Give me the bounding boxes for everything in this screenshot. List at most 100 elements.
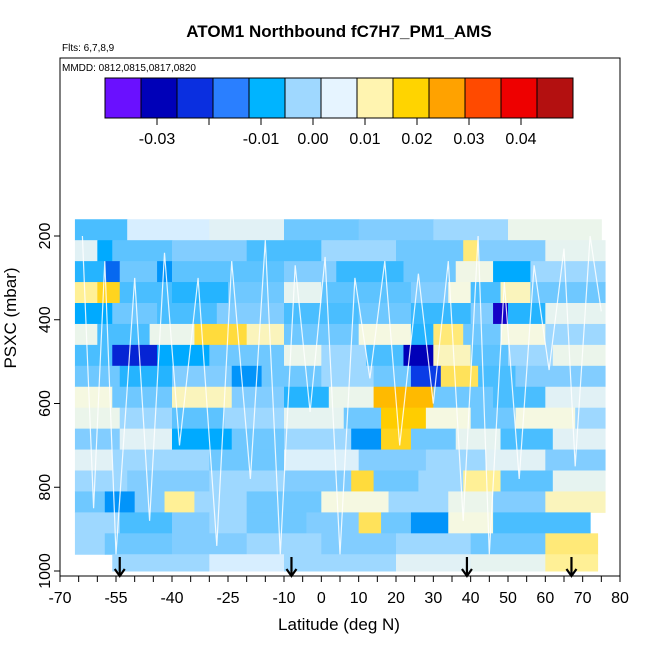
y-tick-label: 1000 (37, 553, 54, 589)
heatmap-cell (545, 323, 606, 346)
colorbar-segment (141, 78, 178, 118)
heatmap-cell (321, 533, 397, 555)
heatmap-cell (433, 386, 494, 409)
heatmap-cell (172, 240, 248, 262)
heatmap-cell (284, 470, 352, 492)
heatmap-cell (74, 344, 113, 367)
heatmap-cell (74, 428, 121, 451)
dates-annotation: MMDD: 0812,0815,0817,0820 (62, 63, 196, 74)
heatmap-cell (493, 261, 531, 283)
heatmap-cell (74, 533, 106, 555)
heatmap-cell (478, 365, 516, 388)
heatmap-cell (112, 449, 210, 471)
heatmap-cell (119, 261, 158, 283)
heatmap-cell (209, 344, 285, 367)
heatmap-cell (530, 282, 606, 304)
heatmap-cell (321, 282, 412, 304)
heatmap-cell (478, 240, 546, 262)
heatmap-cell (515, 407, 576, 430)
heatmap-cell (373, 470, 419, 492)
x-tick-label: -70 (48, 590, 71, 607)
heatmap-cell (381, 512, 412, 534)
heatmap-cell (500, 470, 554, 492)
heatmap-cell (321, 491, 390, 513)
heatmap-cell (470, 533, 546, 555)
heatmap-cell (231, 386, 285, 409)
heatmap-cell (470, 344, 509, 367)
heatmap-cell (284, 449, 360, 471)
heatmap-cell (284, 407, 345, 430)
heatmap-cell (119, 428, 173, 451)
colorbar-segment (357, 78, 394, 118)
heatmap-cell (172, 365, 233, 388)
y-tick-label: 200 (37, 223, 54, 250)
heatmap-cell (493, 386, 546, 409)
x-tick-label: 0 (317, 590, 326, 607)
heatmap-cell (209, 554, 285, 572)
colorbar-segment (177, 78, 214, 118)
heatmap-cell (470, 407, 516, 430)
x-tick-label: 50 (499, 590, 517, 607)
heatmap-cell (306, 512, 360, 534)
flights-annotation: Flts: 6,7,8,9 (62, 43, 115, 54)
heatmap-cell (74, 365, 121, 388)
heatmap-cell (396, 240, 464, 262)
heatmap-cell (119, 282, 173, 304)
colorbar-tick-label: 0.04 (505, 131, 536, 148)
heatmap-cell (455, 261, 494, 283)
colorbar-segment (249, 78, 286, 118)
arrow-head (565, 568, 578, 578)
heatmap-cell (119, 365, 173, 388)
x-axis: -70 -55 -40 -25 -10 0 10 20 30 40 50 60 70 80 (48, 576, 629, 607)
heatmap-cell (373, 386, 434, 409)
x-tick-label: 80 (611, 590, 629, 607)
heatmap-cell (493, 303, 509, 325)
heatmap-cell (485, 449, 546, 471)
heatmap-cell (228, 282, 285, 304)
arrow-head (113, 568, 126, 578)
colorbar-tick-label: -0.01 (243, 131, 280, 148)
heatmap-cell (149, 323, 195, 346)
heatmap-cell (425, 407, 472, 430)
heatmap-cell (358, 449, 427, 471)
heatmap-cell (373, 365, 412, 388)
x-tick-label: 40 (462, 590, 480, 607)
colorbar-segment (465, 78, 502, 118)
heatmap-cell (97, 323, 151, 346)
heatmap-cell (358, 512, 382, 534)
heatmap-cell (74, 512, 121, 534)
arrow-head (285, 568, 298, 578)
heatmap-cell (231, 365, 263, 388)
x-tick-label: -55 (104, 590, 127, 607)
x-tick-label: -40 (160, 590, 183, 607)
heatmap-cell (172, 282, 229, 304)
heatmap-cell (575, 407, 606, 430)
heatmap-cell (119, 407, 173, 430)
arrow-markers (113, 557, 578, 578)
heatmap-cell (433, 219, 509, 241)
heatmap-cell (396, 554, 472, 572)
heatmap-cell (74, 470, 128, 492)
heatmap-cell (336, 261, 404, 283)
heatmap-cell (74, 386, 113, 409)
heatmap (74, 219, 606, 572)
colorbar-frame (104, 77, 574, 119)
heatmap-cell (284, 344, 322, 367)
heatmap-cell (545, 491, 606, 513)
heatmap-cell (97, 240, 113, 262)
x-tick-label: -25 (216, 590, 239, 607)
colorbar-segment (105, 78, 142, 118)
heatmap-cell (552, 470, 606, 492)
heatmap-cell (358, 303, 412, 325)
heatmap-cell (209, 470, 285, 492)
heatmap-cell (508, 303, 546, 325)
heatmap-cell (284, 219, 360, 241)
heatmap-cell (209, 449, 285, 471)
heatmap-cell (440, 365, 479, 388)
heatmap-cell (351, 428, 382, 451)
heatmap-cell (97, 282, 121, 304)
flight-tracks (81, 235, 602, 555)
heatmap-cell (172, 407, 225, 430)
heatmap-cell (470, 303, 494, 325)
heatmap-cell (493, 512, 591, 534)
